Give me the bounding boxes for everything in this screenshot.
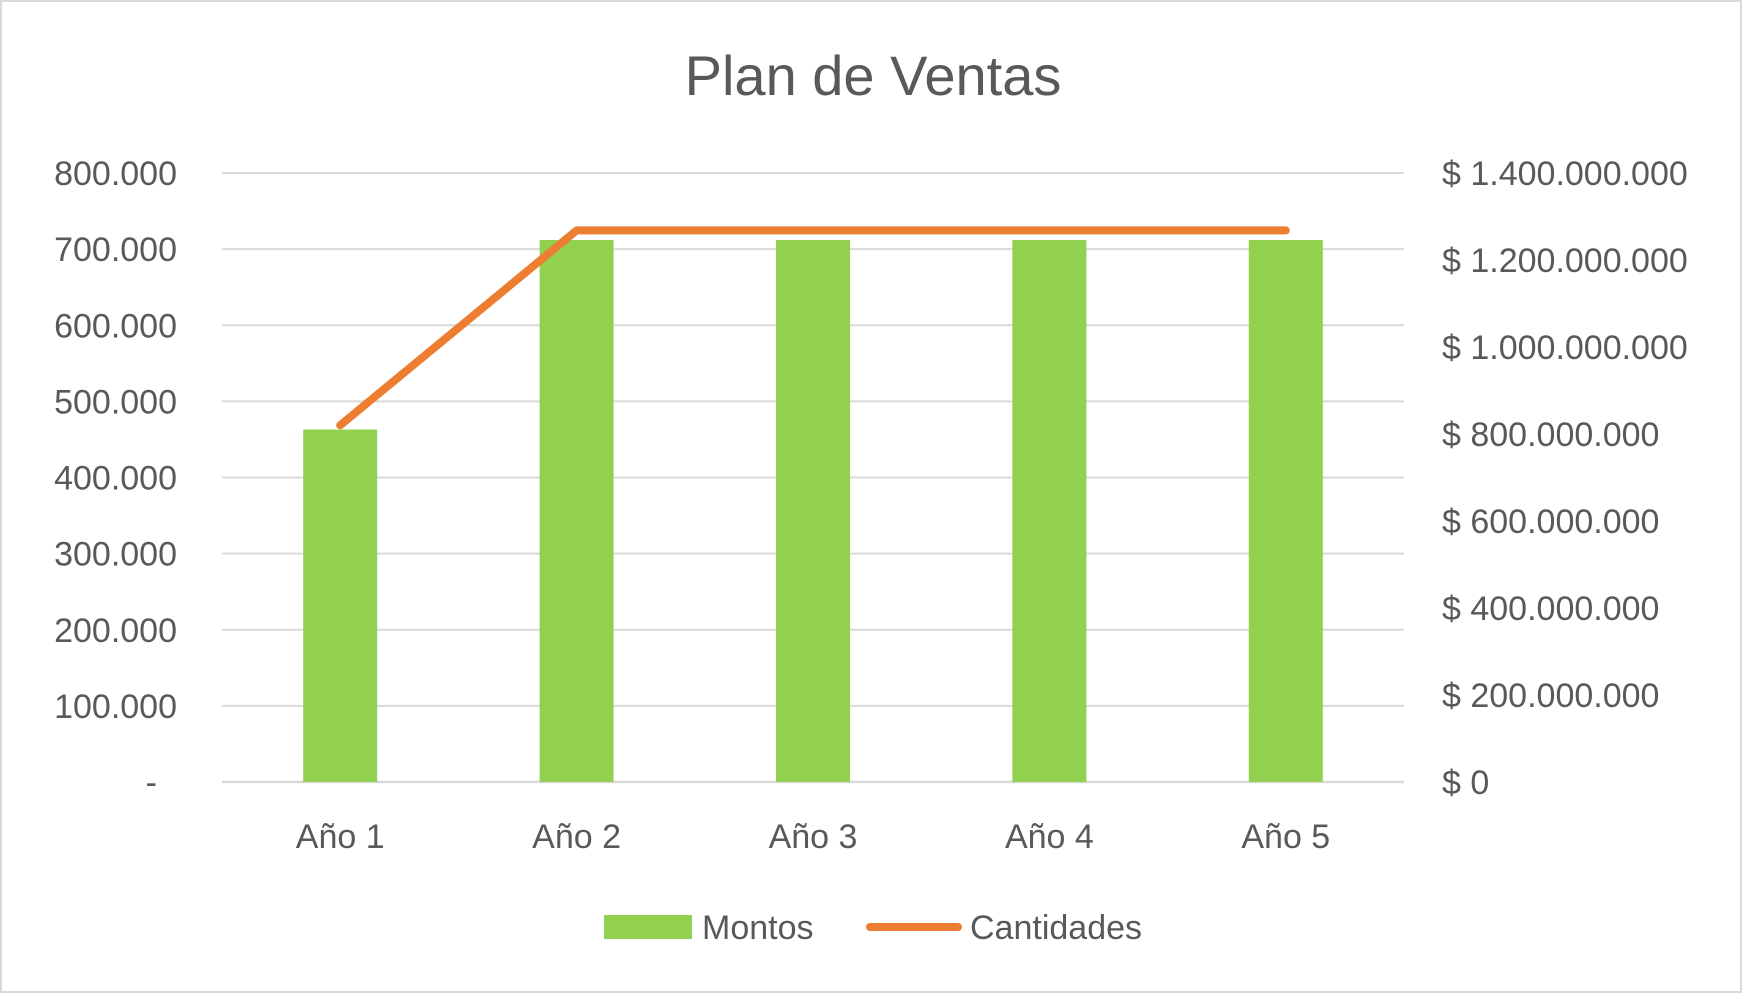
right-axis-tick-label: $ 400.000.000: [1442, 590, 1659, 628]
bar-montos: [776, 240, 850, 782]
bar-montos: [1012, 240, 1086, 782]
left-axis-tick-label: 400.000: [54, 460, 177, 498]
bar-montos: [1249, 240, 1323, 782]
x-axis-tick-label: Año 4: [1005, 818, 1094, 856]
left-axis: - 100.000 200.000 300.000 400.000 500.000 600.…: [54, 155, 177, 802]
left-axis-tick-label: 700.000: [54, 231, 177, 269]
left-axis-tick-label: 200.000: [54, 612, 177, 650]
x-axis-tick-label: Año 1: [296, 818, 385, 856]
bar-layer: [303, 240, 1323, 782]
x-axis-tick-label: Año 3: [769, 818, 858, 856]
right-axis-tick-label: $ 200.000.000: [1442, 677, 1659, 715]
x-axis: Año 1 Año 2 Año 3 Año 4 Año 5: [296, 818, 1330, 856]
right-axis-tick-label: $ 1.200.000.000: [1442, 242, 1688, 280]
right-axis-tick-label: $ 1.400.000.000: [1442, 155, 1688, 193]
legend-label-montos: Montos: [702, 909, 814, 947]
bar-montos: [303, 430, 377, 782]
left-axis-tick-label: 600.000: [54, 307, 177, 345]
legend: Montos Cantidades: [604, 909, 1142, 947]
legend-label-cantidades: Cantidades: [970, 909, 1142, 947]
left-axis-tick-label: 300.000: [54, 536, 177, 574]
left-axis-tick-label: 500.000: [54, 383, 177, 421]
x-axis-tick-label: Año 5: [1241, 818, 1330, 856]
left-axis-tick-label: 800.000: [54, 155, 177, 193]
bar-montos: [540, 240, 614, 782]
left-axis-tick-label: 100.000: [54, 688, 177, 726]
x-axis-tick-label: Año 2: [532, 818, 621, 856]
chart-title: Plan de Ventas: [685, 44, 1062, 107]
right-axis-tick-label: $ 800.000.000: [1442, 416, 1659, 454]
right-axis-tick-label: $ 600.000.000: [1442, 503, 1659, 541]
left-axis-tick-label: -: [146, 764, 157, 802]
right-axis: $ 0 $ 200.000.000 $ 400.000.000 $ 600.000.0…: [1442, 155, 1688, 802]
right-axis-tick-label: $ 0: [1442, 764, 1489, 802]
legend-swatch-montos: [604, 915, 692, 939]
right-axis-tick-label: $ 1.000.000.000: [1442, 329, 1688, 367]
